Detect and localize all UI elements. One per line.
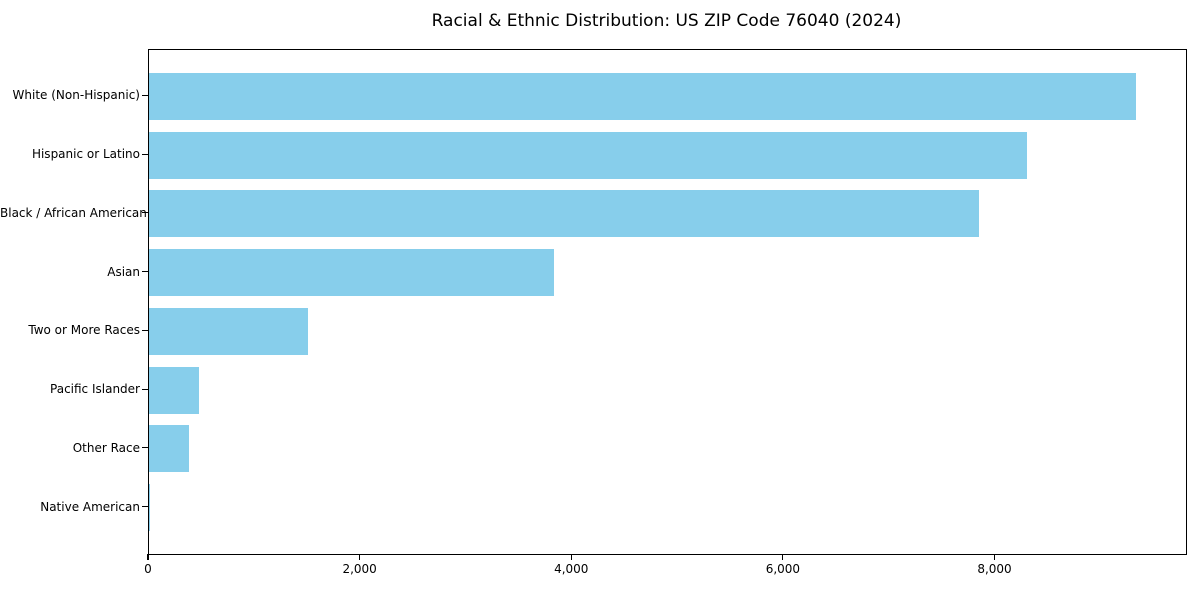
- y-tick-mark: [142, 329, 148, 331]
- y-tick-mark: [142, 505, 148, 508]
- bar-black-african-american: [149, 190, 979, 238]
- x-tick-label: 0: [144, 562, 152, 576]
- x-tick-mark: [782, 554, 784, 561]
- y-tick-mark: [142, 94, 148, 96]
- bar-other-race: [149, 425, 189, 473]
- y-axis-label: Asian: [107, 264, 140, 279]
- x-tick-label: 6,000: [765, 562, 801, 576]
- bar-native-american: [149, 484, 151, 532]
- y-tick-mark: [142, 388, 148, 390]
- x-tick-mark: [147, 554, 149, 561]
- plot-area: [148, 49, 1187, 555]
- y-axis-label: White (Non-Hispanic): [12, 88, 140, 103]
- y-axis-label: Pacific Islander: [50, 382, 140, 397]
- bar-asian: [149, 249, 555, 297]
- y-axis-label: Native American: [40, 499, 140, 514]
- y-tick-mark: [142, 153, 148, 155]
- y-axis-label: Black / African American: [0, 205, 147, 220]
- bar-two-or-more-races: [149, 307, 308, 355]
- y-axis-label: Hispanic or Latino: [31, 147, 140, 162]
- bar-white-non-hispanic: [149, 72, 1137, 120]
- y-tick-mark: [142, 447, 148, 449]
- x-tick-label: 2,000: [342, 562, 377, 576]
- bar-pacific-islander: [149, 366, 199, 414]
- chart-title: Racial & Ethnic Distribution: US ZIP Cod…: [431, 11, 902, 31]
- x-tick-label: 8,000: [977, 562, 1012, 576]
- y-tick-mark: [142, 212, 148, 214]
- y-axis-label: Two or More Races: [28, 323, 140, 338]
- x-tick-mark: [993, 554, 996, 561]
- x-tick-label: 4,000: [554, 562, 589, 576]
- y-axis-label: Other Race: [72, 440, 140, 455]
- bar-hispanic-or-latino: [149, 131, 1028, 179]
- x-tick-mark: [570, 554, 572, 561]
- x-tick-mark: [359, 554, 361, 561]
- y-tick-mark: [142, 271, 148, 273]
